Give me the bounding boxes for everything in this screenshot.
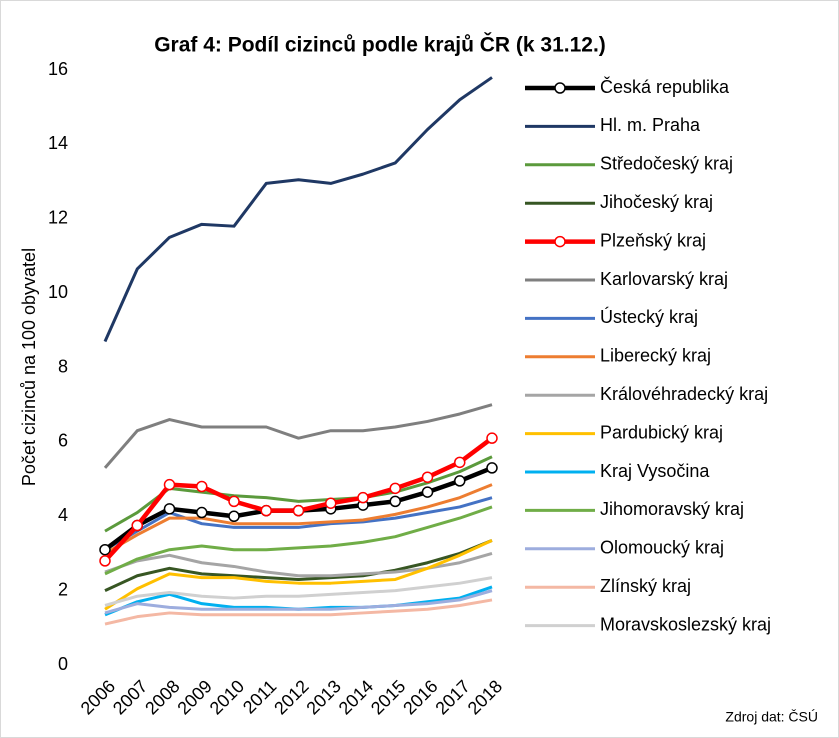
series-marker xyxy=(292,504,305,517)
legend-label: Hl. m. Praha xyxy=(600,115,701,135)
legend-label: Zlínský kraj xyxy=(600,576,691,596)
series-marker xyxy=(228,495,240,508)
series-marker xyxy=(357,491,369,504)
series-marker xyxy=(163,478,176,491)
series-line xyxy=(104,589,493,615)
legend-label: Moravskoslezský kraj xyxy=(600,614,771,634)
series-marker xyxy=(421,471,434,483)
y-tick-label: 6 xyxy=(58,431,68,451)
y-axis-label: Počet cizinců na 100 obyvatel xyxy=(19,248,39,486)
series-line xyxy=(104,576,493,607)
series-marker xyxy=(99,555,111,567)
legend-label: Jihočeský kraj xyxy=(600,192,713,212)
series-marker xyxy=(163,503,176,515)
series-line xyxy=(104,539,493,592)
legend-label: Kraj Vysočina xyxy=(600,461,710,481)
legend-label: Pardubický kraj xyxy=(600,422,723,442)
series-marker xyxy=(131,519,143,532)
y-tick-label: 4 xyxy=(58,505,68,525)
legend-label: Jihomoravský kraj xyxy=(600,499,744,519)
legend-label: Liberecký kraj xyxy=(600,346,711,366)
series-marker xyxy=(228,510,240,522)
series-marker xyxy=(486,462,498,474)
legend-label: Ústecký kraj xyxy=(600,306,698,327)
y-tick-label: 16 xyxy=(48,59,68,79)
series-marker xyxy=(196,480,208,493)
series-line xyxy=(103,76,493,343)
series-marker xyxy=(389,495,401,508)
series-line xyxy=(103,403,493,469)
series-marker xyxy=(260,504,272,517)
legend-label: Plzeňský kraj xyxy=(600,230,706,250)
series-marker xyxy=(454,456,466,469)
series-line xyxy=(104,598,493,626)
legend-label: Česká republika xyxy=(600,76,730,97)
source-note: Zdroj dat: ČSÚ xyxy=(725,709,818,725)
y-tick-label: 14 xyxy=(48,133,68,153)
chart-title: Graf 4: Podíl cizinců podle krajů ČR (k … xyxy=(154,33,606,57)
legend-label: Středočeský kraj xyxy=(600,154,733,174)
series-line xyxy=(104,483,493,555)
y-tick-label: 8 xyxy=(58,356,68,376)
y-tick-label: 0 xyxy=(58,654,68,674)
legend-label: Olomoucký kraj xyxy=(600,538,724,558)
legend-marker xyxy=(554,82,566,94)
series-marker xyxy=(421,486,434,498)
series-marker xyxy=(454,475,466,487)
series-marker xyxy=(196,506,208,519)
series-marker xyxy=(99,543,111,556)
series-line xyxy=(104,505,493,576)
series-marker xyxy=(389,482,401,495)
legend-label: Královéhradecký kraj xyxy=(600,384,768,404)
legend-marker xyxy=(554,235,566,248)
legend-label: Karlovarský kraj xyxy=(600,269,728,289)
y-tick-label: 10 xyxy=(48,282,68,302)
series-marker xyxy=(486,432,498,444)
y-tick-label: 12 xyxy=(48,208,68,228)
series-line xyxy=(104,539,493,611)
series-marker xyxy=(325,497,337,509)
y-tick-label: 2 xyxy=(58,579,68,599)
